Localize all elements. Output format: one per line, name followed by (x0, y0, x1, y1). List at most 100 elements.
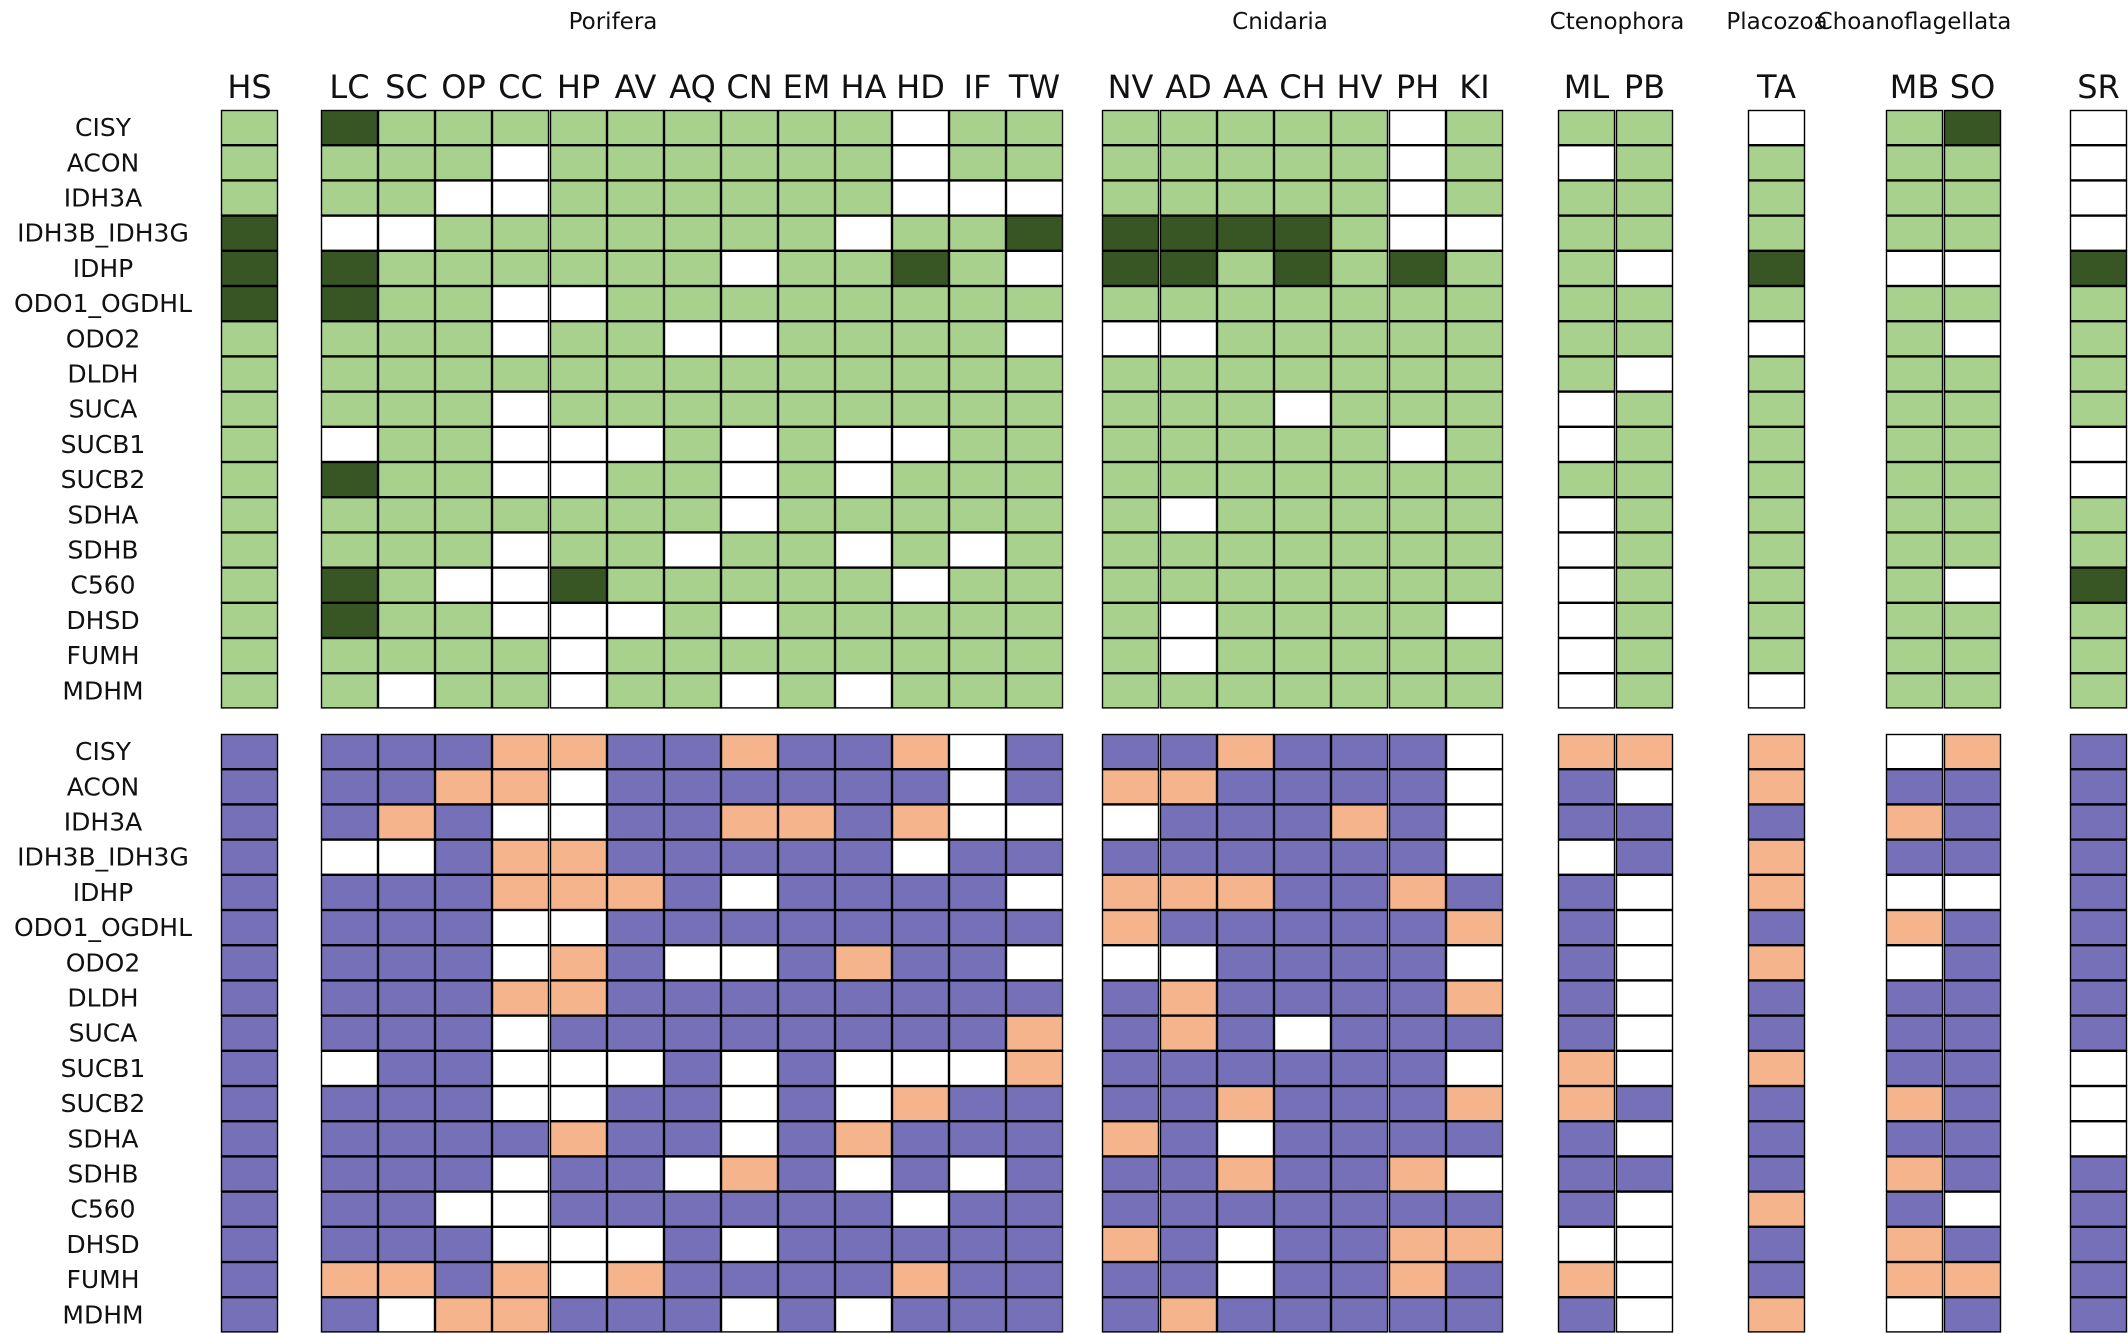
heatmap-cell-cisy-cn (720, 109, 779, 146)
heatmap-cell-c560-ha (834, 1191, 893, 1227)
heatmap-cell-acon-ml (1557, 769, 1616, 805)
heatmap-cell-odo1_ogdhl-hp (549, 909, 608, 946)
heatmap-cell-fumh-ta (1747, 1261, 1806, 1298)
heatmap-cell-dhsd-if (948, 1226, 1007, 1263)
heatmap-cell-fumh-hs (220, 1261, 279, 1298)
heatmap-cell-dldh-em (777, 980, 836, 1016)
heatmap-cell-idh3a-tw (1005, 180, 1064, 216)
heatmap-cell-suca-aq (663, 1015, 722, 1051)
heatmap-cell-sdhb-ch (1273, 532, 1332, 568)
heatmap-cell-cisy-em (777, 109, 836, 146)
heatmap-cell-sdhb-ml (1557, 532, 1616, 568)
heatmap-cell-idh3b_idh3g-hs (220, 215, 279, 252)
heatmap-cell-sucb1-ch (1273, 1050, 1332, 1087)
heatmap-cell-sdha-cc (491, 497, 550, 533)
heatmap-cell-sucb2-tw (1005, 461, 1064, 498)
heatmap-cell-idhp-ml (1557, 250, 1616, 287)
heatmap-cell-odo2-pb (1615, 945, 1674, 981)
heatmap-cell-sucb2-op (434, 1085, 493, 1122)
heatmap-cell-c560-lc (320, 567, 379, 603)
column-header-ml: ML (1564, 68, 1610, 106)
heatmap-cell-cisy-lc (320, 109, 379, 146)
heatmap-cell-fumh-if (948, 637, 1007, 674)
heatmap-cell-odo1_ogdhl-em (777, 285, 836, 322)
heatmap-cell-sdhb-hp (549, 532, 608, 568)
heatmap-cell-fumh-ha (834, 637, 893, 674)
heatmap-cell-idh3a-ki (1445, 804, 1504, 840)
heatmap-cell-idh3a-cn (720, 804, 779, 840)
heatmap-cell-sucb2-em (777, 461, 836, 498)
heatmap-cell-mdhm-pb (1615, 1296, 1674, 1333)
heatmap-cell-dhsd-ml (1557, 1226, 1616, 1263)
heatmap-cell-idhp-pb (1615, 250, 1674, 287)
heatmap-cell-dldh-hv (1330, 356, 1389, 392)
heatmap-cell-idh3a-hs (220, 180, 279, 216)
heatmap-cell-sdhb-ta (1747, 532, 1806, 568)
heatmap-cell-odo1_ogdhl-ch (1273, 285, 1332, 322)
heatmap-cell-mdhm-nv (1101, 1296, 1160, 1333)
heatmap-cell-sucb1-aq (663, 1050, 722, 1087)
heatmap-cell-fumh-ad (1159, 637, 1218, 674)
heatmap-cell-sucb1-so (1943, 426, 2002, 463)
heatmap-cell-idhp-lc (320, 874, 379, 911)
heatmap-cell-mdhm-em (777, 673, 836, 709)
heatmap-cell-idhp-hp (549, 250, 608, 287)
heatmap-cell-idh3b_idh3g-hd (891, 215, 950, 252)
heatmap-cell-odo1_ogdhl-if (948, 285, 1007, 322)
heatmap-cell-cisy-pb (1615, 109, 1674, 146)
heatmap-cell-suca-nv (1101, 391, 1160, 428)
heatmap-cell-suca-ta (1747, 1015, 1806, 1051)
heatmap-cell-idh3a-em (777, 804, 836, 840)
heatmap-cell-odo2-if (948, 945, 1007, 981)
heatmap-cell-idhp-tw (1005, 874, 1064, 911)
heatmap-cell-sdhb-av (606, 1156, 665, 1192)
heatmap-cell-mdhm-aa (1216, 1296, 1275, 1333)
heatmap-cell-suca-lc (320, 391, 379, 428)
row-label-sdha: SDHA (67, 500, 138, 529)
heatmap-cell-idh3b_idh3g-ch (1273, 839, 1332, 875)
heatmap-cell-acon-ta (1747, 769, 1806, 805)
heatmap-cell-suca-op (434, 391, 493, 428)
heatmap-cell-c560-ki (1445, 1191, 1504, 1227)
heatmap-cell-odo2-lc (320, 945, 379, 981)
heatmap-cell-idh3a-tw (1005, 804, 1064, 840)
heatmap-cell-idh3a-lc (320, 180, 379, 216)
row-label-sucb1: SUCB1 (61, 430, 146, 459)
heatmap-cell-sdhb-so (1943, 1156, 2002, 1192)
heatmap-cell-cisy-hv (1330, 733, 1389, 770)
heatmap-cell-cisy-tw (1005, 733, 1064, 770)
heatmap-cell-idh3a-av (606, 804, 665, 840)
heatmap-cell-odo2-cc (491, 945, 550, 981)
heatmap-cell-sdhb-hs (220, 532, 279, 568)
heatmap-cell-sucb1-lc (320, 1050, 379, 1087)
heatmap-cell-sdha-ch (1273, 497, 1332, 533)
heatmap-cell-sdhb-ch (1273, 1156, 1332, 1192)
heatmap-cell-sucb1-hs (220, 426, 279, 463)
heatmap-cell-mdhm-ml (1557, 673, 1616, 709)
heatmap-cell-suca-cc (491, 391, 550, 428)
heatmap-cell-idh3b_idh3g-sc (377, 215, 436, 252)
heatmap-cell-idhp-ha (834, 250, 893, 287)
column-header-em: EM (783, 68, 831, 106)
heatmap-cell-idh3a-cc (491, 180, 550, 216)
heatmap-cell-sdha-ml (1557, 1120, 1616, 1157)
heatmap-cell-mdhm-ad (1159, 1296, 1218, 1333)
heatmap-cell-sucb1-so (1943, 1050, 2002, 1087)
heatmap-cell-sucb1-op (434, 1050, 493, 1087)
heatmap-cell-odo2-ha (834, 945, 893, 981)
heatmap-cell-sdhb-sr (2069, 532, 2128, 568)
heatmap-cell-cisy-ph (1388, 733, 1447, 770)
heatmap-cell-idhp-cn (720, 874, 779, 911)
heatmap-cell-sdha-hd (891, 497, 950, 533)
heatmap-cell-odo2-ml (1557, 321, 1616, 357)
heatmap-cell-c560-ki (1445, 567, 1504, 603)
heatmap-cell-dldh-hs (220, 980, 279, 1016)
heatmap-cell-idhp-pb (1615, 874, 1674, 911)
heatmap-cell-c560-aa (1216, 1191, 1275, 1227)
heatmap-cell-c560-nv (1101, 1191, 1160, 1227)
heatmap-cell-sucb1-aa (1216, 1050, 1275, 1087)
row-label-idh3a: IDH3A (64, 808, 142, 837)
heatmap-cell-cisy-sc (377, 109, 436, 146)
heatmap-cell-fumh-if (948, 1261, 1007, 1298)
